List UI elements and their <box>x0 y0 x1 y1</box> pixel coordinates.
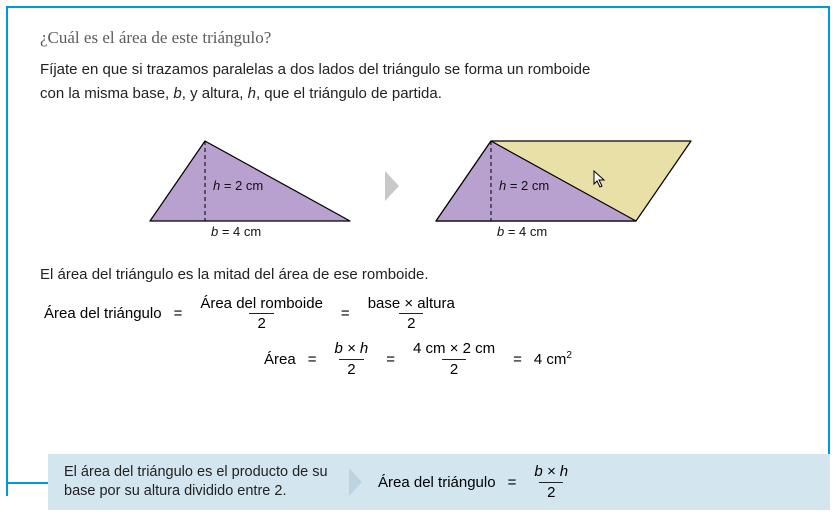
summary-den: 2 <box>539 482 563 501</box>
diagram-row: h = 2 cm b = 4 cm h = 2 cm b = 4 cm <box>40 121 796 251</box>
mid-paragraph: El área del triángulo es la mitad del ár… <box>40 265 796 285</box>
f1-lead: Área del triángulo <box>44 305 162 322</box>
formula-2: Área = b × h 2 = 4 cm × 2 cm 2 = 4 cm2 <box>40 340 796 378</box>
intro-2d: h <box>248 85 256 102</box>
summary-formula: Área del triángulo = b × h 2 <box>378 463 574 501</box>
frame-bottom-left-rule <box>6 482 48 484</box>
f1-frac-1: Área del romboide 2 <box>194 295 329 333</box>
lesson-frame: ¿Cuál es el área de este triángulo? Fíja… <box>6 6 830 496</box>
f1-frac-2: base × altura 2 <box>362 295 461 333</box>
summary-frac: b × h 2 <box>528 463 574 501</box>
intro-2a: con la misma base, <box>40 85 173 102</box>
intro-2e: , que el triángulo de partida. <box>256 85 442 102</box>
f2-frac-2: 4 cm × 2 cm 2 <box>407 340 501 378</box>
equals-icon: = <box>337 305 354 322</box>
equals-icon: = <box>382 351 399 368</box>
f2-den1: 2 <box>339 359 363 378</box>
formula-1: Área del triángulo = Área del romboide 2… <box>40 295 796 333</box>
equals-icon: = <box>304 351 321 368</box>
diagram-rhomboid: h = 2 cm b = 4 cm <box>421 126 701 246</box>
equals-icon: = <box>509 351 526 368</box>
f2-num2: 4 cm × 2 cm <box>407 340 501 358</box>
b-label-1: b = 4 cm <box>211 224 261 239</box>
f2-den2: 2 <box>442 359 466 378</box>
equals-icon: = <box>504 474 521 491</box>
f1-num2: base × altura <box>362 295 461 313</box>
arrow-separator-icon <box>383 169 403 203</box>
lesson-title: ¿Cuál es el área de este triángulo? <box>40 28 796 48</box>
summary-box: El área del triángulo es el producto de … <box>48 454 830 510</box>
f2-lead: Área <box>264 351 296 368</box>
diagram-triangle: h = 2 cm b = 4 cm <box>135 126 365 246</box>
intro-2c: , y altura, <box>182 85 248 102</box>
intro-2b: b <box>173 85 181 102</box>
f1-num1: Área del romboide <box>194 295 329 313</box>
f2-num1: b × h <box>328 340 374 358</box>
summary-arrow-icon <box>348 467 364 497</box>
h-label-1: h = 2 cm <box>213 178 263 193</box>
b-label-2: b = 4 cm <box>497 224 547 239</box>
f1-den2: 2 <box>399 313 423 332</box>
f1-den1: 2 <box>249 313 273 332</box>
summary-num: b × h <box>528 463 574 481</box>
summary-text: El área del triángulo es el producto de … <box>64 463 334 501</box>
intro-line-1: Fíjate en que si trazamos paralelas a do… <box>40 60 796 80</box>
h-label-2: h = 2 cm <box>499 178 549 193</box>
intro-line-2: con la misma base, b, y altura, h, que e… <box>40 84 796 104</box>
f2-frac-1: b × h 2 <box>328 340 374 378</box>
equals-icon: = <box>170 305 187 322</box>
f2-result: 4 cm2 <box>534 350 572 368</box>
summary-lead: Área del triángulo <box>378 474 496 491</box>
